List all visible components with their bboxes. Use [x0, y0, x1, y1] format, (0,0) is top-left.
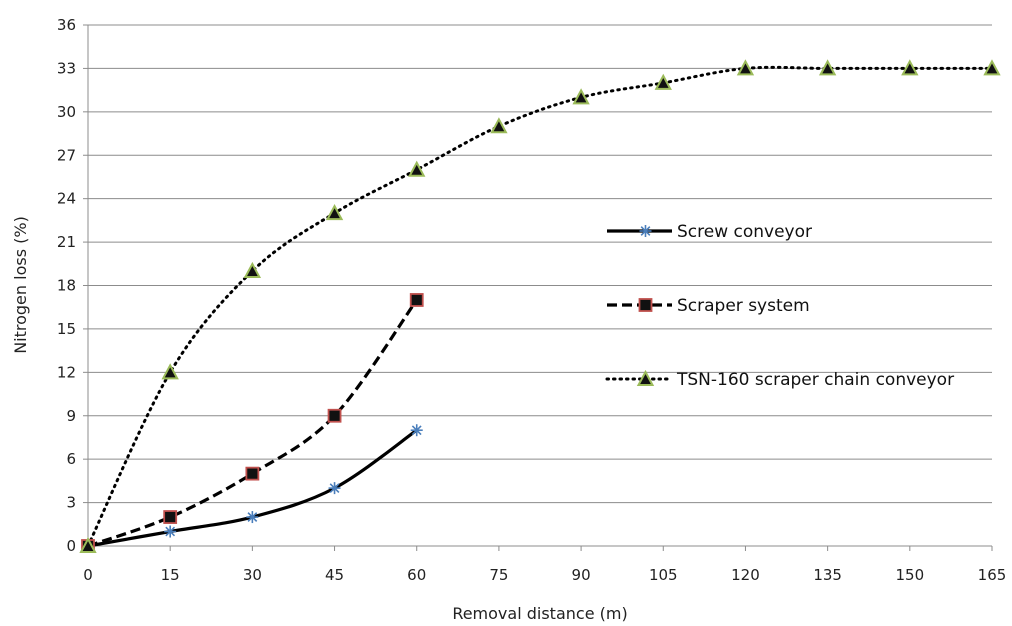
marker-tsn-160-scraper-chain-conveyor-75 [490, 117, 508, 134]
legend-label-screw-conveyor: Screw conveyor [677, 222, 812, 242]
marker-screw-conveyor-30-stroke-3 [247, 512, 258, 522]
marker-tsn-160-scraper-chain-conveyor-0 [79, 536, 97, 553]
y-tick-label-3: 3 [66, 494, 76, 512]
marker-screw-conveyor-60-stroke-3 [411, 425, 422, 436]
marker-tsn-160-scraper-chain-conveyor-150 [901, 59, 919, 76]
x-tick-label-60: 60 [407, 566, 426, 584]
legend-label-scraper-system: Scraper system [677, 296, 810, 316]
x-tick-label-45: 45 [325, 566, 344, 584]
marker-tsn-160-scraper-chain-conveyor-60 [408, 160, 426, 177]
x-axis-title: Removal distance (m) [452, 604, 627, 623]
x-tick-label-15: 15 [161, 566, 180, 584]
x-tick-label-75: 75 [489, 566, 508, 584]
x-tick-label-90: 90 [572, 566, 591, 584]
series-line-scraper-system [87, 299, 419, 548]
x-tick-label-150: 150 [895, 566, 924, 584]
marker-tsn-160-scraper-chain-conveyor-90 [572, 88, 590, 105]
marker-tsn-160-scraper-chain-conveyor-135 [818, 59, 837, 76]
marker-tsn-160-scraper-chain-conveyor-15 [161, 363, 179, 380]
x-tick-label-135: 135 [813, 566, 842, 584]
legend-marker-screw-conveyor [639, 225, 652, 237]
marker-tsn-160-scraper-chain-conveyor-30 [243, 261, 262, 279]
legend-label-tsn-160-scraper-chain-conveyor: TSN-160 scraper chain conveyor [676, 370, 954, 390]
x-tick-label-120: 120 [731, 566, 760, 584]
marker-tsn-160-scraper-chain-conveyor-105 [654, 73, 672, 90]
marker-scraper-system-30 [245, 466, 260, 481]
marker-tsn-160-scraper-chain-conveyor-120 [736, 59, 755, 76]
y-axis-title: Nitrogen loss (%) [11, 216, 30, 354]
legend-marker-tsn-160-scraper-chain-conveyor [636, 369, 655, 386]
y-tick-label-24: 24 [57, 190, 76, 208]
x-tick-labels: 0 15 30 45 60 75 90 105 120 135 150 165 [83, 566, 1006, 584]
axes [83, 24, 993, 551]
y-tick-label-27: 27 [57, 146, 76, 164]
marker-screw-conveyor-45 [328, 482, 341, 495]
marker-screw-conveyor-45-stroke-3 [329, 483, 340, 493]
x-tick-label-105: 105 [649, 566, 678, 584]
marker-scraper-system-60 [409, 293, 424, 307]
x-tick-label-30: 30 [243, 566, 262, 584]
y-tick-label-12: 12 [57, 363, 76, 381]
y-tick-label-36: 36 [57, 16, 76, 34]
y-tick-label-9: 9 [66, 407, 76, 425]
marker-screw-conveyor-60 [410, 424, 423, 437]
y-tick-label-6: 6 [66, 450, 76, 468]
y-tick-label-0: 0 [66, 537, 76, 555]
gridlines [88, 24, 992, 504]
legend-marker-screw-conveyor-stroke-3 [640, 226, 651, 236]
marker-tsn-160-scraper-chain-conveyor-45 [325, 204, 344, 221]
legend-marker-scraper-system [638, 298, 653, 312]
y-tick-label-30: 30 [57, 103, 76, 121]
series-markers [79, 59, 1001, 553]
x-tick-label-165: 165 [978, 566, 1007, 584]
y-tick-label-21: 21 [57, 233, 76, 251]
marker-tsn-160-scraper-chain-conveyor-165 [983, 59, 1001, 76]
marker-scraper-system-15 [163, 510, 178, 524]
x-tick-label-0: 0 [83, 566, 93, 584]
y-tick-label-18: 18 [57, 277, 76, 295]
series-line-tsn-160-scraper-chain-conveyor [86, 65, 994, 548]
marker-screw-conveyor-15 [164, 525, 177, 538]
legend: Screw conveyor Scraper system TSN-160 scra… [605, 222, 954, 390]
y-tick-label-15: 15 [57, 320, 76, 338]
series-lines [86, 65, 994, 548]
marker-scraper-system-45 [327, 408, 342, 423]
marker-screw-conveyor-15-stroke-3 [165, 526, 176, 537]
marker-screw-conveyor-30 [246, 511, 259, 524]
y-tick-label-33: 33 [57, 59, 76, 77]
